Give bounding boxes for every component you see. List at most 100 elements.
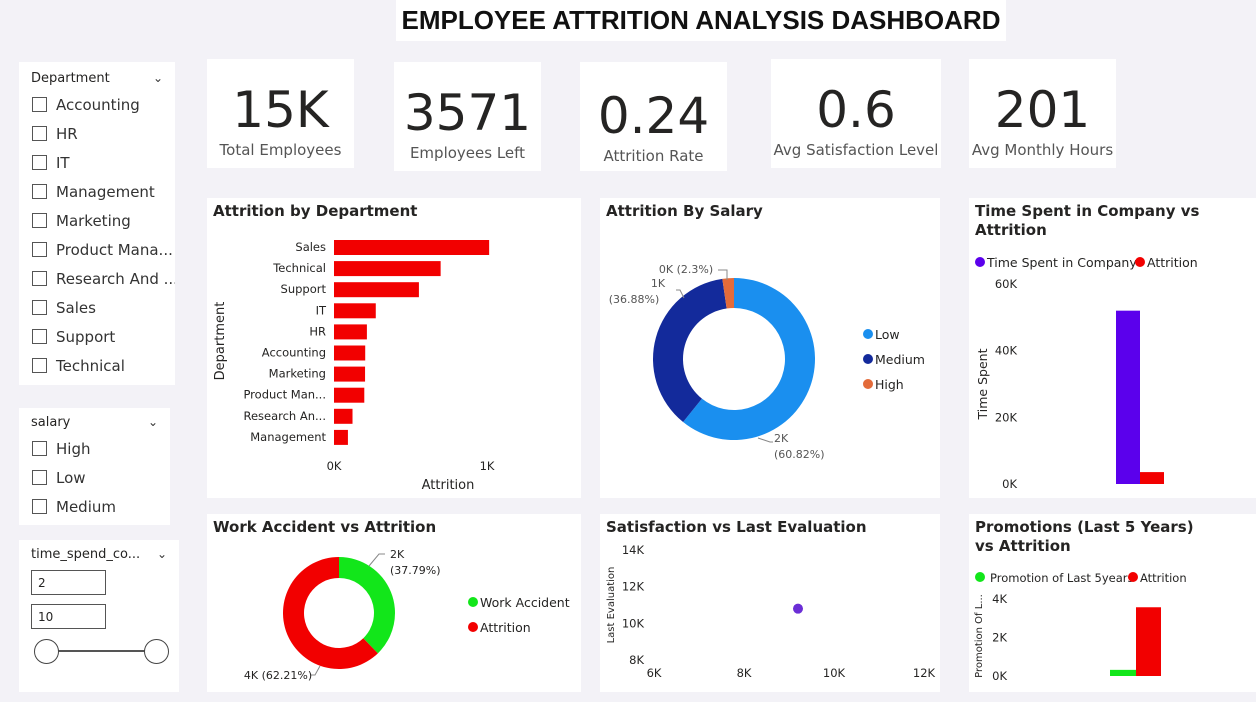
legend-marker [1135,257,1145,267]
range-slider-max-handle[interactable] [144,639,169,664]
chevron-down-icon[interactable]: ⌄ [156,547,167,561]
salary-item[interactable]: Low [19,463,170,492]
visual-title: Work Accident vs Attrition [213,518,437,536]
tick-label: 4K [992,592,1007,606]
tick-label: 20K [995,410,1018,424]
department-item[interactable]: Marketing [19,206,175,235]
salary-item[interactable]: Medium [19,492,170,521]
checkbox[interactable] [32,441,47,456]
checkbox[interactable] [32,184,47,199]
tick-label: 6K [647,666,662,680]
satisfaction-visual[interactable]: Satisfaction vs Last Evaluation 8K 10K 12K… [600,514,940,692]
checkbox[interactable] [32,155,47,170]
department-slicer-header[interactable]: Department ⌄ [19,66,175,90]
attrition-by-salary-chart[interactable]: 2K (60.82%) 1K (36.88%) 0K (2.3%) Low Medium Hi… [600,198,940,498]
salary-item-label: High [56,439,91,458]
legend-label: Time Spent in Company [986,255,1137,270]
legend-marker [468,597,478,607]
checkbox[interactable] [32,329,47,344]
legend-marker [468,622,478,632]
kpi-card-total-employees: 15K Total Employees [207,59,354,168]
bar [334,240,490,255]
category-label: HR [309,324,326,338]
salary-item-label: Low [56,468,86,487]
tick-label: 12K [622,580,645,594]
kpi-card-avg-satisfaction: 0.6 Avg Satisfaction Level [771,59,941,168]
leader-line [311,665,321,676]
data-label: (60.82%) [774,448,825,461]
category-label: Marketing [269,367,326,381]
checkbox[interactable] [32,358,47,373]
salary-item-label: Medium [56,497,116,516]
bar [334,387,365,403]
range-slider-track[interactable] [47,650,157,652]
data-label: 0K (2.3%) [659,263,713,276]
department-item[interactable]: Management [19,177,175,206]
work-accident-visual[interactable]: Work Accident vs Attrition 2K (37.79%) 4K … [207,514,581,692]
visual-title: Satisfaction vs Last Evaluation [606,518,867,536]
work-accident-chart[interactable]: 2K (37.79%) 4K (62.21%) Work Accident Attrit… [207,514,581,692]
kpi-card-avg-monthly-hours: 201 Avg Monthly Hours [969,59,1116,168]
department-item[interactable]: Research And ... [19,264,175,293]
checkbox[interactable] [32,300,47,315]
department-item[interactable]: HR [19,119,175,148]
department-item[interactable]: IT [19,148,175,177]
kpi-value: 15K [232,81,329,139]
department-item[interactable]: Accounting [19,90,175,119]
bar [1140,472,1164,484]
checkbox[interactable] [32,126,47,141]
time-spend-slicer-header[interactable]: time_spend_co... ⌄ [19,542,179,566]
axis-label: Promotion Of L... [974,594,985,678]
promotions-visual[interactable]: Promotions (Last 5 Years) vs Attrition P… [969,514,1256,692]
range-min-input[interactable]: 2 [31,570,106,595]
checkbox[interactable] [32,271,47,286]
category-label: Sales [295,240,326,254]
category-label: IT [316,303,327,317]
department-slicer[interactable]: Department ⌄ Accounting HR IT Management Mar… [19,62,175,385]
department-item-label: Support [56,327,116,346]
checkbox[interactable] [32,470,47,485]
range-max-input[interactable]: 10 [31,604,106,629]
data-label: 2K [774,432,789,445]
promotions-chart[interactable]: Promotion of Last 5years Attrition0K2K4KP… [969,514,1256,692]
chevron-down-icon[interactable]: ⌄ [152,71,163,85]
salary-slicer-header[interactable]: salary ⌄ [19,410,170,434]
bar [1116,310,1140,484]
department-item[interactable]: Sales [19,293,175,322]
kpi-label: Avg Satisfaction Level [773,141,939,159]
department-item-label: Technical [56,356,125,375]
attrition-by-salary-visual[interactable]: Attrition By Salary 2K (60.82%) 1K (36.88%)… [600,198,940,498]
kpi-value: 3571 [403,84,532,142]
attrition-by-department-chart[interactable]: Sales Technical Support IT HR Accounting Marke… [207,198,581,498]
time-spent-visual[interactable]: Time Spent in Company vs Attrition Time … [969,198,1256,498]
checkbox[interactable] [32,499,47,514]
bar [334,324,367,340]
chevron-down-icon[interactable]: ⌄ [147,415,158,429]
axis-label: Department [213,302,228,381]
tick-label: 60K [995,277,1018,291]
department-item[interactable]: Product Mana... [19,235,175,264]
leader-line [757,437,773,443]
department-item-label: Product Mana... [56,240,173,259]
checkbox[interactable] [32,97,47,112]
legend-label: Low [875,327,900,342]
department-item-label: HR [56,124,78,143]
legend-label: Medium [875,352,925,367]
tick-label: 8K [737,666,752,680]
range-slider-min-handle[interactable] [34,639,59,664]
department-item-label: Sales [56,298,96,317]
checkbox[interactable] [32,242,47,257]
axis-label: Last Evaluation [606,567,617,644]
checkbox[interactable] [32,213,47,228]
kpi-value: 0.24 [597,87,710,145]
department-item[interactable]: Technical [19,351,175,380]
time-spend-slicer[interactable]: time_spend_co... ⌄ 2 10 [19,540,179,692]
department-item[interactable]: Support [19,322,175,351]
time-spent-chart[interactable]: Time Spent in Company Attrition 0K 20K 40K 60… [969,198,1256,498]
legend-label: Work Accident [480,595,570,610]
salary-item[interactable]: High [19,434,170,463]
bar [334,366,366,382]
salary-slicer[interactable]: salary ⌄ High Low Medium [19,408,170,525]
attrition-by-department-visual[interactable]: Attrition by Department Sales Technical Su… [207,198,581,498]
